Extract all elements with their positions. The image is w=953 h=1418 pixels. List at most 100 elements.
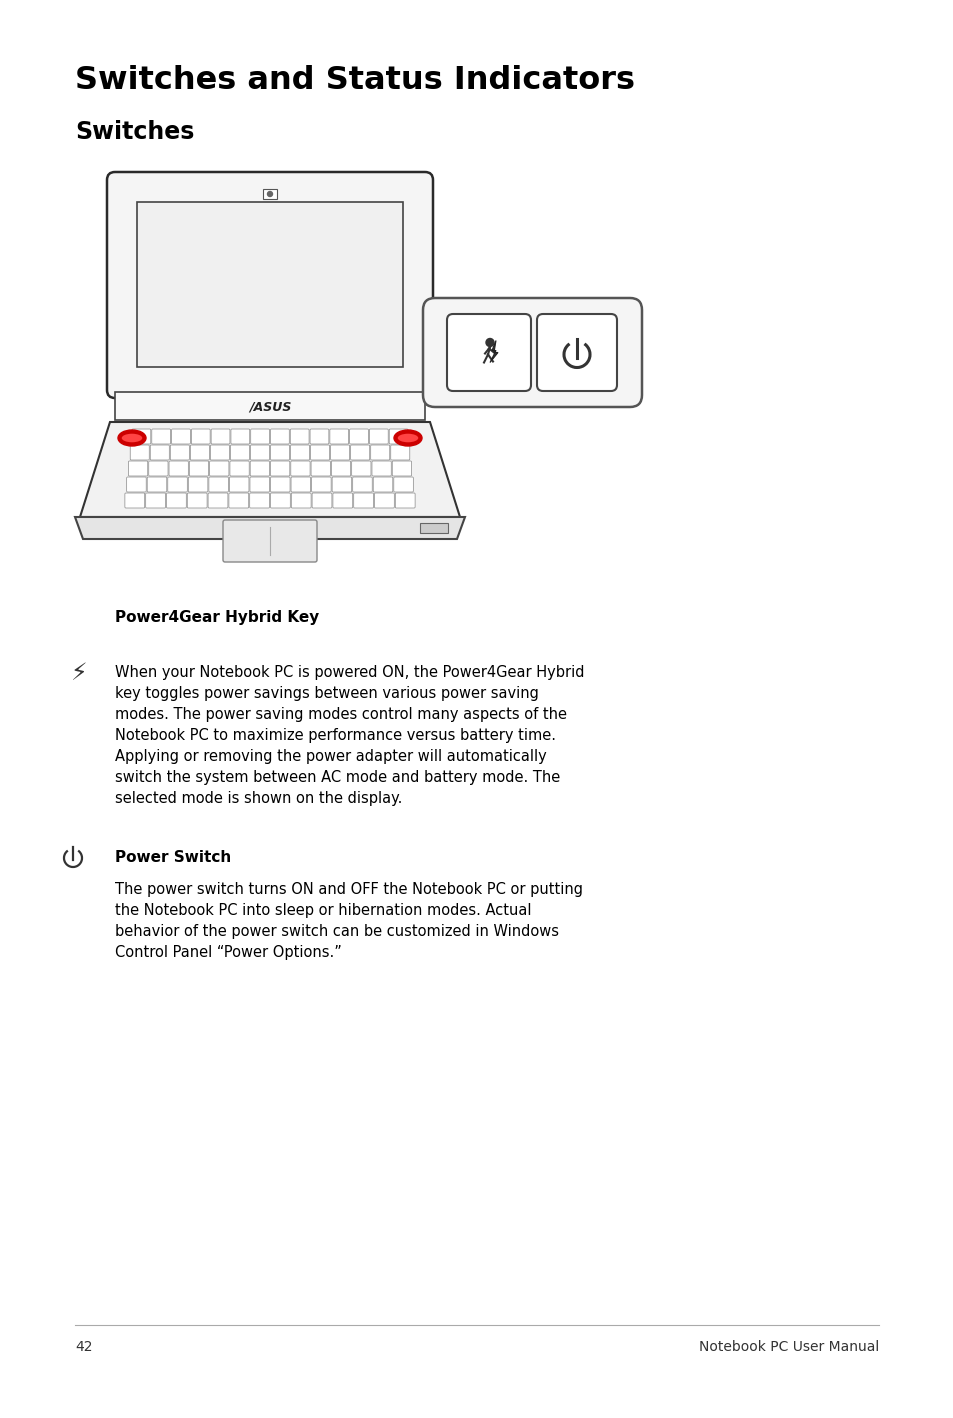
FancyBboxPatch shape [131,445,149,459]
Text: Notebook PC to maximize performance versus battery time.: Notebook PC to maximize performance vers… [115,727,556,743]
FancyBboxPatch shape [250,493,269,508]
FancyBboxPatch shape [312,476,331,492]
FancyBboxPatch shape [187,493,207,508]
Text: Switches: Switches [75,121,194,145]
Polygon shape [490,340,497,363]
FancyBboxPatch shape [211,445,229,459]
FancyBboxPatch shape [271,430,289,444]
FancyBboxPatch shape [354,493,374,508]
FancyBboxPatch shape [353,476,372,492]
FancyBboxPatch shape [107,172,433,398]
FancyBboxPatch shape [271,476,290,492]
Text: Power Switch: Power Switch [115,849,231,865]
FancyBboxPatch shape [169,461,188,476]
Text: ⚡: ⚡ [70,661,86,685]
FancyBboxPatch shape [389,430,408,444]
FancyBboxPatch shape [419,523,448,533]
FancyBboxPatch shape [229,476,249,492]
FancyBboxPatch shape [129,461,148,476]
FancyBboxPatch shape [149,461,168,476]
FancyBboxPatch shape [167,493,186,508]
FancyBboxPatch shape [192,430,210,444]
FancyBboxPatch shape [422,298,641,407]
Text: Control Panel “Power Options.”: Control Panel “Power Options.” [115,944,341,960]
FancyBboxPatch shape [250,476,269,492]
FancyBboxPatch shape [333,493,353,508]
Text: Applying or removing the power adapter will automatically: Applying or removing the power adapter w… [115,749,546,764]
FancyBboxPatch shape [125,493,145,508]
Text: 42: 42 [75,1340,92,1354]
FancyBboxPatch shape [147,476,167,492]
FancyBboxPatch shape [291,476,311,492]
FancyBboxPatch shape [210,461,229,476]
FancyBboxPatch shape [137,201,402,367]
FancyBboxPatch shape [271,445,290,459]
FancyBboxPatch shape [146,493,165,508]
FancyBboxPatch shape [250,461,269,476]
Text: switch the system between AC mode and battery mode. The: switch the system between AC mode and ba… [115,770,559,786]
Ellipse shape [118,430,146,447]
FancyBboxPatch shape [369,430,388,444]
FancyBboxPatch shape [263,189,276,199]
Text: Power4Gear Hybrid Key: Power4Gear Hybrid Key [115,610,319,625]
Text: modes. The power saving modes control many aspects of the: modes. The power saving modes control ma… [115,708,566,722]
FancyBboxPatch shape [171,445,189,459]
FancyBboxPatch shape [127,476,146,492]
FancyBboxPatch shape [231,445,249,459]
Circle shape [485,339,494,346]
FancyBboxPatch shape [394,476,413,492]
FancyBboxPatch shape [230,461,249,476]
FancyBboxPatch shape [271,493,290,508]
FancyBboxPatch shape [189,461,209,476]
FancyBboxPatch shape [311,445,330,459]
FancyBboxPatch shape [351,445,370,459]
FancyBboxPatch shape [152,430,171,444]
FancyBboxPatch shape [310,430,329,444]
FancyBboxPatch shape [332,476,352,492]
FancyBboxPatch shape [352,461,371,476]
FancyBboxPatch shape [373,476,393,492]
FancyBboxPatch shape [290,430,309,444]
FancyBboxPatch shape [172,430,191,444]
FancyBboxPatch shape [330,430,348,444]
FancyBboxPatch shape [350,430,368,444]
Text: Notebook PC User Manual: Notebook PC User Manual [698,1340,878,1354]
FancyBboxPatch shape [375,493,394,508]
FancyBboxPatch shape [229,493,249,508]
FancyBboxPatch shape [395,493,415,508]
Text: selected mode is shown on the display.: selected mode is shown on the display. [115,791,402,805]
FancyBboxPatch shape [191,445,209,459]
Text: /ASUS: /ASUS [249,400,291,414]
Ellipse shape [394,430,421,447]
FancyBboxPatch shape [311,461,330,476]
FancyBboxPatch shape [209,476,228,492]
FancyBboxPatch shape [371,445,390,459]
FancyBboxPatch shape [372,461,391,476]
FancyBboxPatch shape [188,476,208,492]
FancyBboxPatch shape [208,493,228,508]
FancyBboxPatch shape [132,430,151,444]
Ellipse shape [121,432,143,442]
FancyBboxPatch shape [537,313,617,391]
FancyBboxPatch shape [331,445,350,459]
Polygon shape [80,423,459,518]
FancyBboxPatch shape [312,493,332,508]
Text: When your Notebook PC is powered ON, the Power4Gear Hybrid: When your Notebook PC is powered ON, the… [115,665,584,681]
FancyBboxPatch shape [291,493,311,508]
FancyBboxPatch shape [223,520,316,562]
Ellipse shape [396,432,418,442]
FancyBboxPatch shape [291,445,310,459]
FancyBboxPatch shape [211,430,230,444]
FancyBboxPatch shape [168,476,187,492]
FancyBboxPatch shape [447,313,531,391]
Text: Switches and Status Indicators: Switches and Status Indicators [75,65,635,96]
Text: behavior of the power switch can be customized in Windows: behavior of the power switch can be cust… [115,925,558,939]
FancyBboxPatch shape [251,445,269,459]
Text: The power switch turns ON and OFF the Notebook PC or putting: The power switch turns ON and OFF the No… [115,882,582,898]
FancyBboxPatch shape [391,445,410,459]
FancyBboxPatch shape [251,430,269,444]
FancyBboxPatch shape [115,391,424,420]
FancyBboxPatch shape [291,461,310,476]
FancyBboxPatch shape [271,461,290,476]
FancyBboxPatch shape [151,445,169,459]
